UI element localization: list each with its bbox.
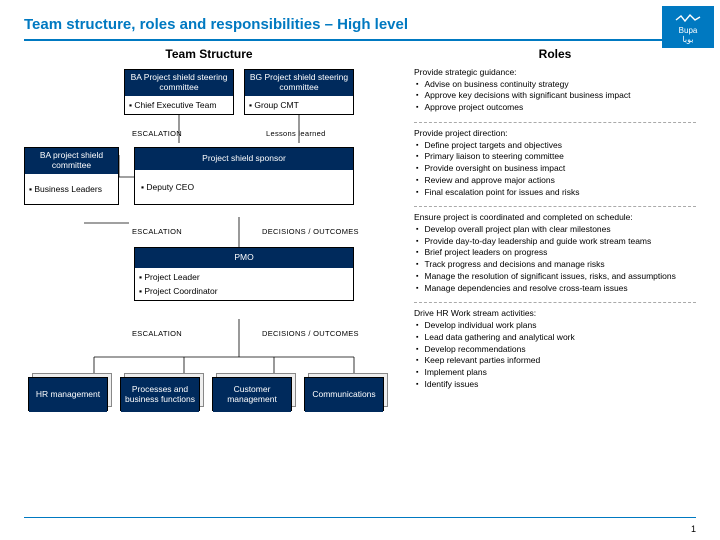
role-lead: Drive HR Work stream activities:	[414, 308, 696, 319]
role-block-3: Drive HR Work stream activities: Develop…	[414, 308, 696, 390]
box-sponsor: Project shield sponsor ▪ Deputy CEO	[134, 147, 354, 205]
role-item: Track progress and decisions and manage …	[416, 259, 696, 271]
role-item: Develop individual work plans	[416, 320, 696, 332]
flow-escalation-2: ESCALATION	[132, 227, 182, 236]
role-divider	[414, 122, 696, 123]
heading-roles: Roles	[414, 47, 696, 61]
title-rule	[24, 39, 696, 41]
role-item: Manage dependencies and resolve cross-te…	[416, 283, 696, 295]
role-item: Primary liaison to steering committee	[416, 151, 696, 163]
ba-steering-header: BA Project shield steering committee	[125, 70, 233, 96]
content-area: Team Structure Roles BA Project shield s…	[24, 47, 696, 507]
role-item: Develop recommendations	[416, 344, 696, 356]
role-block-2: Ensure project is coordinated and comple…	[414, 212, 696, 294]
role-item: Approve project outcomes	[416, 102, 696, 114]
box-ws1: HR management	[28, 377, 108, 411]
brand-label: Bupa	[662, 26, 714, 35]
role-item: Lead data gathering and analytical work	[416, 332, 696, 344]
role-item: Brief project leaders on progress	[416, 247, 696, 259]
ba-committee-header: BA project shield committee	[25, 148, 118, 174]
flow-escalation-1: ESCALATION	[132, 129, 182, 138]
role-block-1: Provide project direction: Define projec…	[414, 128, 696, 198]
role-item: Approve key decisions with significant b…	[416, 90, 696, 102]
ba-committee-sub: ▪ Business Leaders	[25, 174, 118, 204]
pmo-header: PMO	[135, 248, 353, 268]
role-block-0: Provide strategic guidance: Advise on bu…	[414, 67, 696, 114]
sponsor-header: Project shield sponsor	[135, 148, 353, 170]
role-item: Keep relevant parties informed	[416, 355, 696, 367]
ws2-label: Processes and business functions	[121, 378, 199, 412]
role-item: Provide oversight on business impact	[416, 163, 696, 175]
role-divider	[414, 302, 696, 303]
ws3-label: Customer management	[213, 378, 291, 412]
page-number: 1	[691, 524, 696, 534]
role-item: Develop overall project plan with clear …	[416, 224, 696, 236]
role-item: Define project targets and objectives	[416, 140, 696, 152]
flow-lessons: Lessons learned	[266, 129, 326, 138]
box-bg-steering: BG Project shield steering committee ▪ G…	[244, 69, 354, 115]
role-item: Review and approve major actions	[416, 175, 696, 187]
pmo-sub1: ▪ Project Leader	[135, 268, 353, 286]
role-item: Identify issues	[416, 379, 696, 391]
ws1-label: HR management	[29, 378, 107, 412]
sponsor-sub: ▪ Deputy CEO	[135, 170, 353, 204]
box-ws3: Customer management	[212, 377, 292, 411]
role-lead: Provide strategic guidance:	[414, 67, 696, 78]
brand-label-ar: بوبا	[662, 35, 714, 44]
bg-steering-sub: ▪ Group CMT	[245, 96, 353, 114]
ba-steering-sub: ▪ Chief Executive Team	[125, 96, 233, 114]
box-ws4: Communications	[304, 377, 384, 411]
box-pmo: PMO ▪ Project Leader ▪ Project Coordinat…	[134, 247, 354, 301]
flow-decisions-1: DECISIONS / OUTCOMES	[262, 227, 359, 236]
role-divider	[414, 206, 696, 207]
role-item: Advise on business continuity strategy	[416, 79, 696, 91]
role-lead: Provide project direction:	[414, 128, 696, 139]
role-item: Implement plans	[416, 367, 696, 379]
box-ba-committee: BA project shield committee ▪ Business L…	[24, 147, 119, 205]
role-item: Provide day-to-day leadership and guide …	[416, 236, 696, 248]
role-item: Manage the resolution of significant iss…	[416, 271, 696, 283]
box-ba-steering: BA Project shield steering committee ▪ C…	[124, 69, 234, 115]
pmo-sub2: ▪ Project Coordinator	[135, 286, 353, 300]
footer-rule	[24, 517, 696, 518]
flow-escalation-3: ESCALATION	[132, 329, 182, 338]
roles-column: Provide strategic guidance: Advise on bu…	[414, 67, 696, 399]
ws4-label: Communications	[305, 378, 383, 412]
brand-logo: Bupa بوبا	[662, 6, 714, 48]
box-ws2: Processes and business functions	[120, 377, 200, 411]
role-item: Final escalation point for issues and ri…	[416, 187, 696, 199]
page-title: Team structure, roles and responsibiliti…	[0, 0, 720, 39]
bg-steering-header: BG Project shield steering committee	[245, 70, 353, 96]
flow-decisions-2: DECISIONS / OUTCOMES	[262, 329, 359, 338]
role-lead: Ensure project is coordinated and comple…	[414, 212, 696, 223]
